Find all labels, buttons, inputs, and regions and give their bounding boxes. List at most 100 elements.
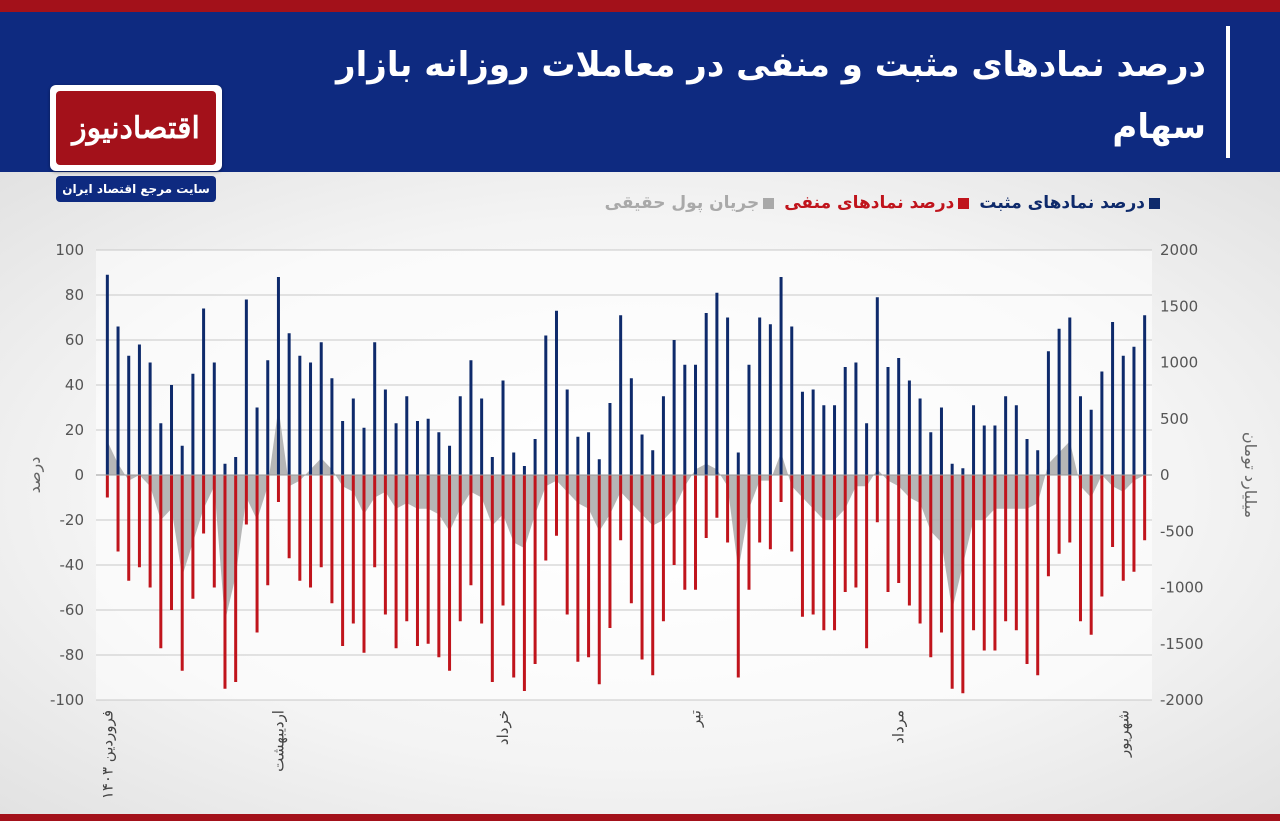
positive-bar (683, 364, 687, 475)
negative-bar (811, 475, 815, 615)
negative-bar (694, 475, 698, 590)
negative-bar (116, 475, 120, 552)
negative-bar (640, 475, 644, 660)
positive-bar (512, 452, 516, 475)
negative-bar (939, 475, 943, 633)
y-tick-label-right: -500 (1160, 522, 1194, 540)
negative-bar (651, 475, 655, 676)
positive-bar (1014, 405, 1018, 475)
positive-bar (972, 405, 976, 475)
negative-bar (448, 475, 452, 671)
positive-bar (619, 315, 623, 475)
positive-bar (993, 425, 997, 475)
positive-bar (405, 396, 409, 475)
y-tick-label-right: -1500 (1160, 635, 1204, 653)
y-tick-label-right: -1000 (1160, 579, 1204, 597)
positive-bar (833, 405, 837, 475)
positive-bar (501, 380, 505, 475)
positive-bar (790, 326, 794, 475)
negative-bar (758, 475, 762, 543)
negative-bar (619, 475, 623, 541)
negative-bar (105, 475, 109, 498)
positive-bar (865, 423, 869, 475)
negative-bar (736, 475, 740, 678)
y-tick-label-right: 1000 (1160, 354, 1198, 372)
negative-bar (790, 475, 794, 552)
negative-bar (854, 475, 858, 588)
positive-bar (576, 436, 580, 475)
y-tick-label-left: -60 (60, 601, 85, 619)
positive-bar (330, 378, 334, 475)
negative-bar (779, 475, 783, 502)
positive-bar (758, 317, 762, 475)
negative-bar (993, 475, 997, 651)
x-axis-month-label: شهریور (1114, 710, 1132, 758)
negative-bar (961, 475, 965, 694)
legend-swatch-negative (958, 197, 970, 209)
positive-bar (779, 277, 783, 475)
positive-bar (950, 463, 954, 475)
positive-bar (597, 459, 601, 475)
negative-bar (330, 475, 334, 604)
legend-label-negative: درصد نمادهای منفی (784, 193, 955, 213)
negative-bar (822, 475, 826, 631)
y-tick-label-right: 0 (1160, 466, 1170, 484)
negative-bar (768, 475, 772, 550)
positive-bar (533, 439, 537, 475)
positive-bar (875, 297, 879, 475)
positive-bar (469, 360, 473, 475)
positive-bar (608, 403, 612, 475)
positive-bar (800, 391, 804, 475)
negative-bar (672, 475, 676, 565)
negative-bar (683, 475, 687, 590)
y-tick-label-left: -20 (60, 511, 85, 529)
negative-bar (661, 475, 665, 622)
positive-bar (170, 385, 174, 475)
negative-bar (918, 475, 922, 624)
positive-bar (105, 274, 109, 475)
negative-bar (191, 475, 195, 599)
logo-tagline: سایت مرجع اقتصاد ایران (56, 176, 216, 202)
negative-bar (522, 475, 526, 691)
negative-bar (1014, 475, 1018, 631)
negative-bar (159, 475, 163, 649)
negative-bar (865, 475, 869, 649)
positive-bar (180, 445, 184, 475)
positive-bar (234, 457, 238, 475)
negative-bar (1057, 475, 1061, 554)
positive-bar (244, 299, 248, 475)
negative-bar (373, 475, 377, 568)
positive-bar (426, 418, 430, 475)
positive-bar (918, 398, 922, 475)
positive-bar (394, 423, 398, 475)
negative-bar (244, 475, 248, 525)
positive-bar (1046, 351, 1050, 475)
negative-bar (415, 475, 419, 646)
negative-bar (715, 475, 719, 518)
positive-bar (448, 445, 452, 475)
positive-bar (415, 421, 419, 475)
positive-bar (811, 389, 815, 475)
positive-bar (341, 421, 345, 475)
positive-bar (1036, 450, 1040, 475)
negative-bar (597, 475, 601, 685)
negative-bar (319, 475, 323, 568)
positive-bar (661, 396, 665, 475)
negative-bar (1089, 475, 1093, 635)
positive-bar (961, 468, 965, 475)
title-line-1: درصد نمادهای مثبت و منفی در معاملات روزا… (336, 45, 1206, 147)
positive-bar (1004, 396, 1008, 475)
positive-bar (1100, 371, 1104, 475)
negative-bar (266, 475, 270, 586)
y-tick-label-left: 0 (74, 466, 84, 484)
x-axis-month-label: تیر (687, 710, 705, 728)
positive-bar (159, 423, 163, 475)
header-divider (1226, 26, 1230, 158)
negative-bar (843, 475, 847, 592)
negative-bar (950, 475, 954, 689)
positive-bar (768, 324, 772, 475)
positive-bar (137, 344, 141, 475)
positive-bar (1132, 346, 1136, 475)
negative-bar (1111, 475, 1115, 547)
